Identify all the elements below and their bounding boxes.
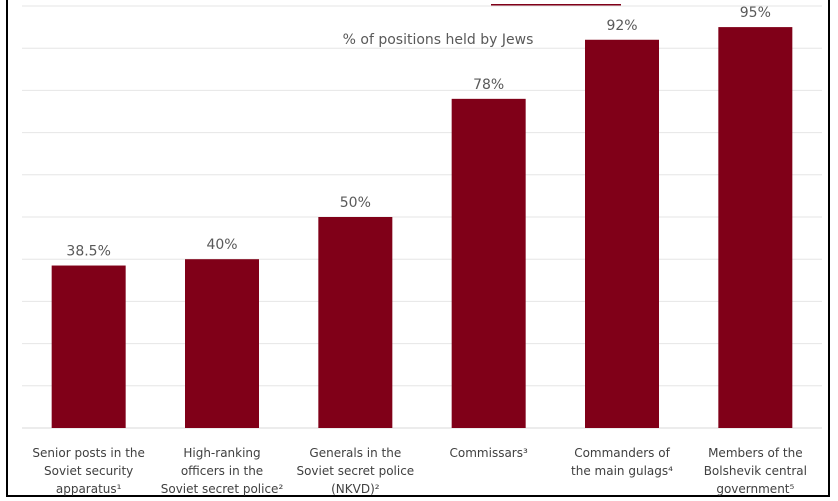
category-labels: Senior posts in the Soviet security appara…	[32, 446, 807, 496]
category-label: Senior posts in the	[32, 446, 144, 460]
category-label: Soviet secret police	[296, 464, 414, 478]
gridlines	[22, 6, 822, 428]
category-label: Commissars³	[450, 446, 528, 460]
bar	[718, 27, 792, 428]
category-label: (NKVD)²	[331, 482, 380, 496]
category-label: officers in the	[181, 464, 263, 478]
category-label: Generals in the	[309, 446, 401, 460]
bars	[52, 27, 793, 428]
category-label: Bolshevik central	[704, 464, 807, 478]
data-label: 50%	[340, 195, 371, 211]
category-label: Soviet secret police²	[161, 482, 284, 496]
data-label: 38.5%	[66, 244, 110, 260]
category-label: High-ranking	[183, 446, 260, 460]
data-label: 92%	[606, 18, 637, 34]
data-label: 95%	[740, 5, 771, 21]
category-label: Commanders of	[574, 446, 670, 460]
bar	[318, 217, 392, 428]
chart-title: % of positions held by Jews	[343, 32, 534, 48]
category-label: government⁵	[716, 482, 794, 496]
bar	[452, 99, 526, 428]
category-label: Soviet security	[44, 464, 133, 478]
category-label: Members of the	[708, 446, 803, 460]
data-label: 40%	[206, 237, 237, 253]
cropped-title-fragment	[248, 0, 476, 5]
category-label: apparatus¹	[56, 482, 122, 496]
bar	[52, 266, 126, 428]
data-label: 78%	[473, 77, 504, 93]
category-label: the main gulags⁴	[571, 464, 673, 478]
bar	[585, 40, 659, 428]
bar	[185, 259, 259, 428]
